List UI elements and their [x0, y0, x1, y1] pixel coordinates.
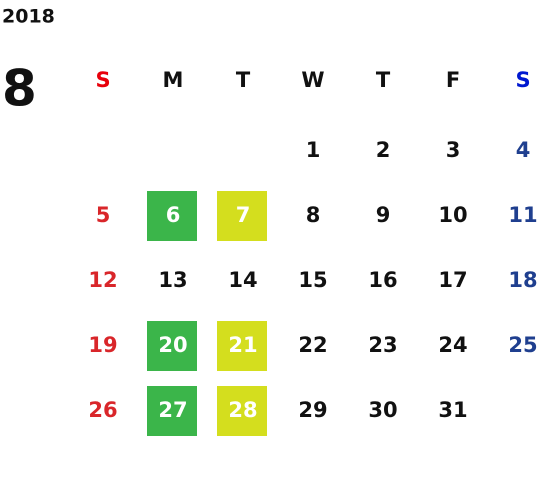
day-number: 17	[438, 268, 467, 292]
day-number: 30	[368, 398, 397, 422]
day-number: 21	[228, 333, 257, 357]
day-number: 12	[88, 268, 117, 292]
day-number: 20	[158, 333, 187, 357]
day-number: 4	[516, 138, 531, 162]
year: 2018	[2, 6, 55, 28]
day-number: 10	[438, 203, 467, 227]
day-number: 31	[438, 398, 467, 422]
day-number: 22	[298, 333, 327, 357]
day-number: 25	[508, 333, 537, 357]
weekday-label: S	[95, 68, 110, 92]
day-number: 5	[96, 203, 111, 227]
day-number: 11	[508, 203, 537, 227]
day-number: 7	[236, 203, 251, 227]
day-highlight	[217, 191, 267, 241]
day-number: 14	[228, 268, 257, 292]
day-highlight	[147, 386, 197, 436]
day-number: 27	[158, 398, 187, 422]
day-number: 9	[376, 203, 391, 227]
day-highlight	[147, 191, 197, 241]
day-number: 26	[88, 398, 117, 422]
day-number: 13	[158, 268, 187, 292]
day-number: 29	[298, 398, 327, 422]
day-number: 8	[306, 203, 321, 227]
day-number: 15	[298, 268, 327, 292]
day-number: 2	[376, 138, 391, 162]
day-number: 28	[228, 398, 257, 422]
day-number: 19	[88, 333, 117, 357]
day-highlight	[147, 321, 197, 371]
weekday-label: M	[163, 68, 184, 92]
day-highlight	[217, 321, 267, 371]
weekday-label: S	[515, 68, 530, 92]
weekday-label: W	[301, 68, 324, 92]
day-highlight	[217, 386, 267, 436]
day-number: 24	[438, 333, 467, 357]
weekday-label: F	[446, 68, 460, 92]
month: 8	[2, 60, 37, 118]
day-number: 3	[446, 138, 461, 162]
weekday-label: T	[376, 68, 391, 92]
day-number: 16	[368, 268, 397, 292]
weekday-label: T	[236, 68, 251, 92]
day-number: 1	[306, 138, 321, 162]
day-number: 6	[166, 203, 181, 227]
day-number: 23	[368, 333, 397, 357]
day-number: 18	[508, 268, 537, 292]
